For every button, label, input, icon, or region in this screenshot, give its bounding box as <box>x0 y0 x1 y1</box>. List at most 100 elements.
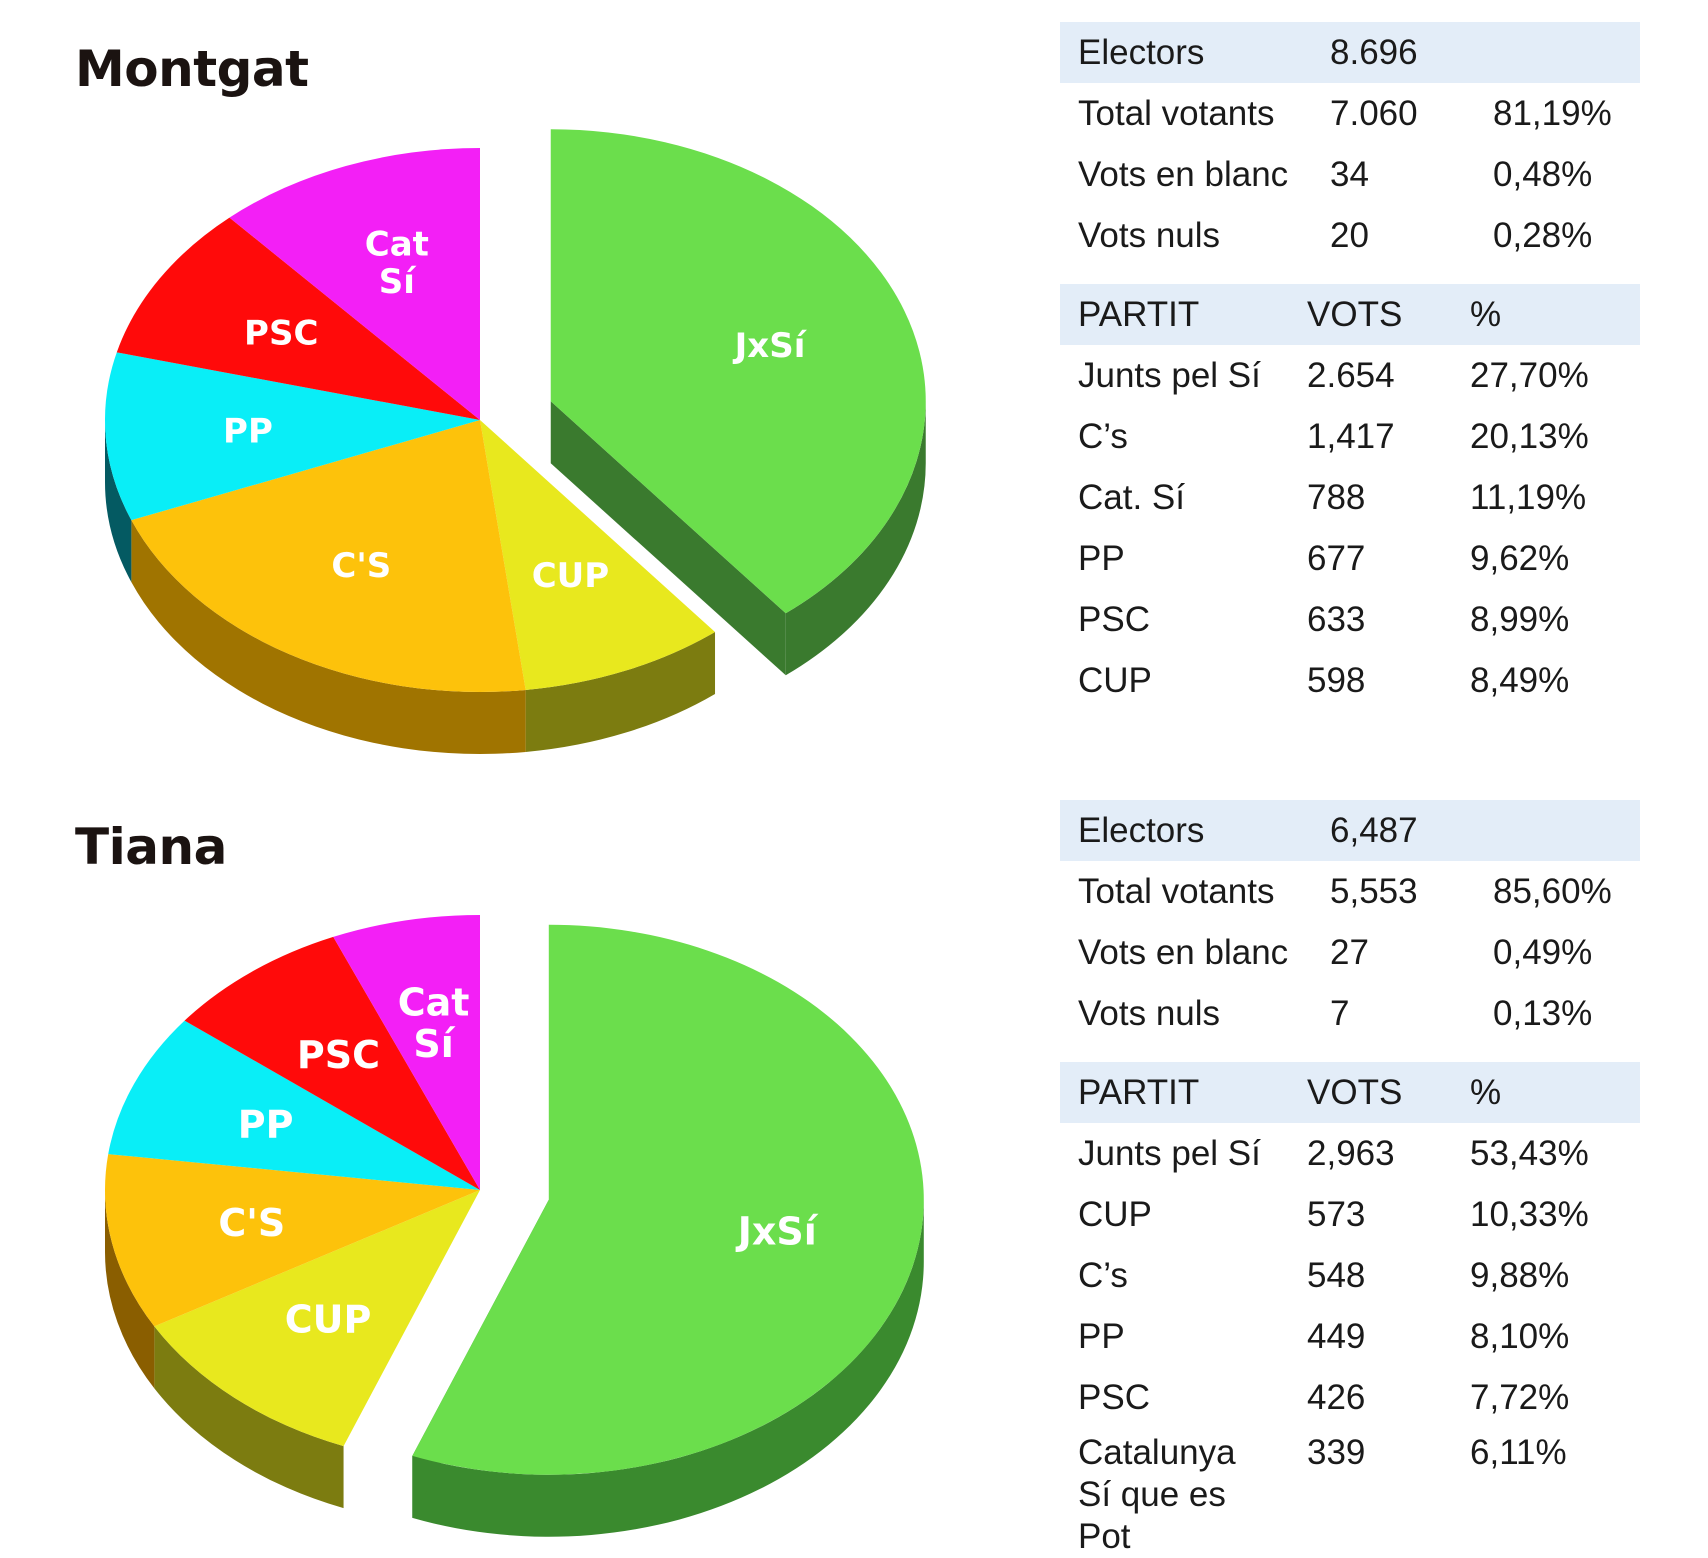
pie-label-jxs-: JxSí <box>733 326 808 366</box>
party-name: Junts pel Sí <box>1078 1133 1261 1173</box>
pie-label-c-s: C'S <box>218 1201 285 1245</box>
pie-side-jxs- <box>412 1199 924 1537</box>
pie-side-pp <box>105 420 132 583</box>
party-votes: 598 <box>1307 660 1366 700</box>
table-header: PARTIT VOTS % <box>1060 284 1640 345</box>
stat-label: Vots nuls <box>1078 215 1221 255</box>
pie-side-cup <box>525 631 716 752</box>
pie-slice-jxs- <box>412 924 924 1475</box>
stat-value: 7 <box>1330 993 1350 1033</box>
party-pct: 11,19% <box>1470 477 1587 517</box>
header-votes: VOTS <box>1307 294 1403 334</box>
stat-value: 27 <box>1330 932 1369 972</box>
party-votes: 426 <box>1307 1377 1366 1417</box>
pie-label-psc: PSC <box>244 313 318 353</box>
stat-pct: 85,60% <box>1493 871 1612 911</box>
table-row: PP 449 8,10% <box>1060 1306 1640 1367</box>
pie-side-c-s <box>105 1190 155 1389</box>
stat-pct: 0,28% <box>1493 215 1593 255</box>
pie-slice-pp <box>104 352 481 521</box>
pie-slice-cup <box>480 420 716 690</box>
pie-slice-pp <box>108 1020 480 1190</box>
header-pct: % <box>1470 294 1502 334</box>
chart-title-montgat: Montgat <box>75 40 309 98</box>
stat-row-total-votants: Total votants 5,553 85,60% <box>1060 861 1640 922</box>
stat-label: Total votants <box>1078 871 1275 911</box>
party-pct: 53,43% <box>1470 1133 1589 1173</box>
party-pct: 9,88% <box>1470 1255 1570 1295</box>
pie-cut-face-jxs- <box>550 401 786 676</box>
table-row: CUP 573 10,33% <box>1060 1184 1640 1245</box>
stat-value: 5,553 <box>1330 871 1418 911</box>
pie-slice-psc <box>116 217 480 420</box>
party-name: PP <box>1078 1316 1125 1356</box>
pie-chart-montgat: JxSí CUP C'S PP PSC Cat Sí <box>104 129 926 754</box>
stat-row-vots-en-blanc: Vots en blanc 34 0,48% <box>1060 144 1640 205</box>
party-votes: 449 <box>1307 1316 1366 1356</box>
party-votes: 633 <box>1307 599 1366 639</box>
stat-row-vots-nuls: Vots nuls 20 0,28% <box>1060 205 1640 266</box>
stat-value: 34 <box>1330 154 1369 194</box>
pie-side-cup <box>154 1326 344 1509</box>
table-row: C’s 548 9,88% <box>1060 1245 1640 1306</box>
stats-panel-tiana: Electors 6,487 Total votants 5,553 85,60… <box>1060 800 1640 1558</box>
pie-label-cat-s-: Cat Sí <box>365 225 429 302</box>
table-row: Junts pel Sí 2.654 27,70% <box>1060 345 1640 406</box>
party-name: PSC <box>1078 599 1150 639</box>
stat-row-vots-en-blanc: Vots en blanc 27 0,49% <box>1060 922 1640 983</box>
pie-label-pp: PP <box>223 412 273 452</box>
pie-side-jxs- <box>785 401 926 676</box>
pie-slice-psc <box>184 936 480 1190</box>
stat-value: 7.060 <box>1330 93 1418 133</box>
pie-label-jxs-: JxSí <box>735 1210 819 1254</box>
party-votes: 339 <box>1307 1433 1366 1472</box>
party-pct: 8,49% <box>1470 660 1570 700</box>
party-name: Junts pel Sí <box>1078 355 1261 395</box>
party-pct: 8,10% <box>1470 1316 1570 1356</box>
pie-label-pp: PP <box>238 1102 294 1146</box>
pie-slice-cat-s- <box>333 915 480 1190</box>
party-votes: 2,963 <box>1307 1133 1395 1173</box>
header-votes: VOTS <box>1307 1072 1403 1112</box>
table-row: Cat. Sí 788 11,19% <box>1060 467 1640 528</box>
party-name: Cat. Sí <box>1078 477 1185 517</box>
party-votes: 1,417 <box>1307 416 1395 456</box>
stat-row-electors: Electors 8.696 <box>1060 22 1640 83</box>
table-row: Junts pel Sí 2,963 53,43% <box>1060 1123 1640 1184</box>
party-pct: 20,13% <box>1470 416 1589 456</box>
stat-value: 20 <box>1330 215 1369 255</box>
chart-title-tiana: Tiana <box>75 818 227 876</box>
party-name: PP <box>1078 538 1125 578</box>
stat-pct: 0,48% <box>1493 154 1593 194</box>
stat-value: 8.696 <box>1330 32 1418 72</box>
header-party: PARTIT <box>1078 1072 1200 1112</box>
pie-slice-cup <box>154 1190 480 1447</box>
party-pct: 10,33% <box>1470 1194 1589 1234</box>
pie-slice-c-s <box>131 420 526 692</box>
header-party: PARTIT <box>1078 294 1200 334</box>
party-name: C’s <box>1078 416 1128 456</box>
party-pct: 7,72% <box>1470 1377 1570 1417</box>
party-name: C’s <box>1078 1255 1128 1295</box>
pie-side-c-s <box>131 520 526 754</box>
stat-label: Vots nuls <box>1078 993 1221 1033</box>
party-votes: 677 <box>1307 538 1366 578</box>
pie-label-c-s: C'S <box>331 546 391 586</box>
stat-pct: 81,19% <box>1493 93 1612 133</box>
table-header: PARTIT VOTS % <box>1060 1062 1640 1123</box>
party-pct: 6,11% <box>1470 1433 1567 1472</box>
stat-label: Total votants <box>1078 93 1275 133</box>
stat-row-vots-nuls: Vots nuls 7 0,13% <box>1060 983 1640 1044</box>
stat-row-total-votants: Total votants 7.060 81,19% <box>1060 83 1640 144</box>
stat-label: Vots en blanc <box>1078 932 1289 972</box>
stat-label: Vots en blanc <box>1078 154 1289 194</box>
stat-label: Electors <box>1078 810 1205 850</box>
table-row: PSC 633 8,99% <box>1060 589 1640 650</box>
pie-label-psc: PSC <box>297 1033 380 1077</box>
pie-slice-c-s <box>105 1154 481 1327</box>
pie-label-cup: CUP <box>532 556 609 596</box>
pie-slice-jxs- <box>550 129 926 614</box>
stat-pct: 0,49% <box>1493 932 1593 972</box>
party-pct: 27,70% <box>1470 355 1589 395</box>
